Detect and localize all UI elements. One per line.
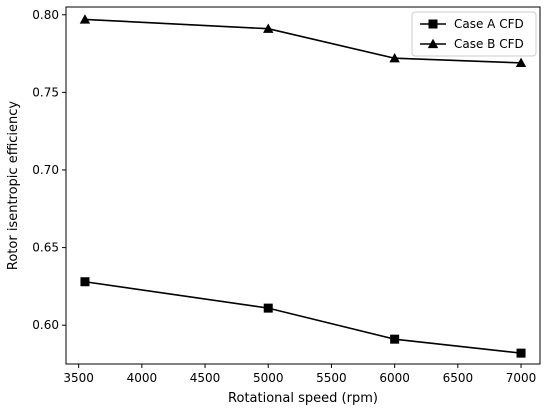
y-tick-label: 0.60 <box>32 318 59 332</box>
legend-entry: Case A CFD <box>420 17 524 31</box>
x-tick-label: 7000 <box>506 371 537 385</box>
y-axis-ticks: 0.60 0.65 0.70 0.75 0.80 <box>32 8 66 332</box>
legend-marker <box>428 19 438 29</box>
data-point <box>263 23 274 33</box>
x-tick-label: 4500 <box>190 371 221 385</box>
series-case-b-cfd <box>79 14 527 68</box>
x-tick-label: 3500 <box>63 371 94 385</box>
legend-label: Case A CFD <box>454 17 524 31</box>
x-axis-label: Rotational speed (rpm) <box>228 391 378 406</box>
x-tick-label: 5500 <box>316 371 347 385</box>
data-point <box>79 14 91 24</box>
data-point <box>80 277 90 287</box>
data-point <box>263 303 273 313</box>
legend-entry: Case B CFD <box>420 37 524 51</box>
y-tick-label: 0.75 <box>32 85 59 99</box>
axes-frame <box>65 6 541 365</box>
legend-box <box>411 11 537 57</box>
legend-marker <box>427 38 439 49</box>
legend: Case A CFD Case B CFD <box>411 11 537 57</box>
y-axis-label: Rotor isentropic efficiency <box>6 101 21 271</box>
y-tick-label: 0.65 <box>32 241 59 255</box>
x-axis-ticks: 3500 4000 4500 5000 5500 6000 6500 7000 <box>63 364 536 385</box>
data-point <box>515 57 527 68</box>
y-tick-label: 0.70 <box>32 163 59 177</box>
series-case-a-cfd <box>80 277 526 358</box>
series-line <box>84 280 522 354</box>
legend-label: Case B CFD <box>454 37 524 51</box>
data-point <box>389 53 400 63</box>
y-tick-label: 0.80 <box>32 8 59 22</box>
data-point <box>516 348 526 358</box>
x-tick-label: 6500 <box>443 371 474 385</box>
data-point <box>390 334 400 344</box>
x-tick-label: 6000 <box>379 371 410 385</box>
x-tick-label: 5000 <box>253 371 284 385</box>
series-line <box>84 18 522 64</box>
x-tick-label: 4000 <box>127 371 158 385</box>
series-layer <box>79 14 527 358</box>
